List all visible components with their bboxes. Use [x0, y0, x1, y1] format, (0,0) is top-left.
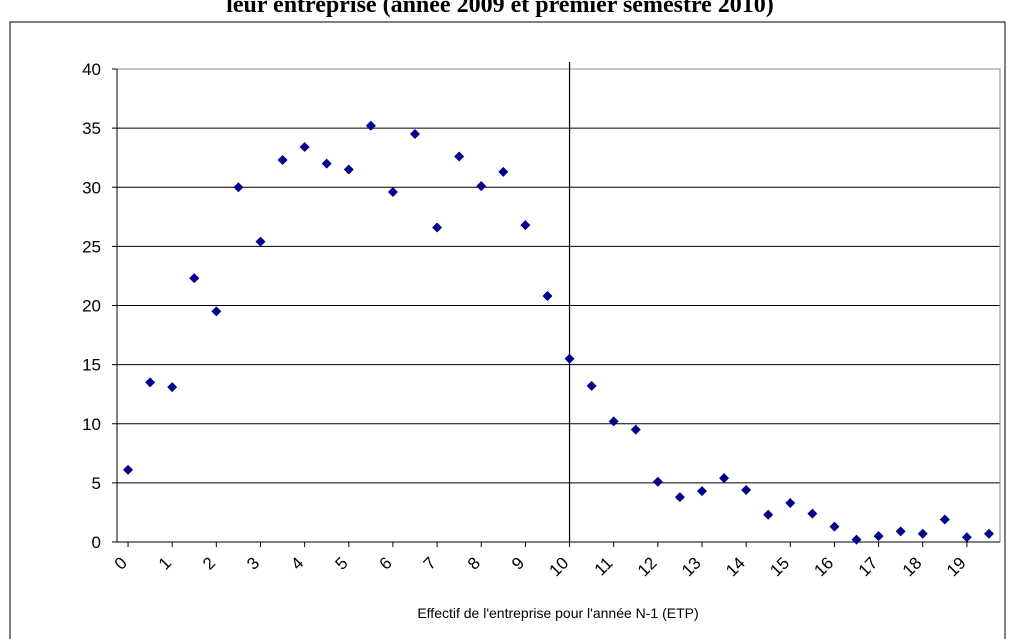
point — [586, 380, 597, 391]
point — [299, 142, 310, 153]
point — [167, 382, 178, 393]
chart-title: leur entreprise (année 2009 et premier s… — [226, 0, 774, 18]
point — [211, 306, 222, 317]
point — [807, 508, 818, 519]
point — [520, 220, 531, 231]
chart-frame — [9, 21, 1006, 639]
y-tick-label: 15 — [82, 356, 101, 375]
point — [630, 424, 641, 435]
point — [410, 129, 421, 140]
point — [454, 151, 465, 162]
point — [233, 182, 244, 193]
point — [387, 186, 398, 197]
point — [829, 521, 840, 532]
x-axis-label: Effectif de l'entreprise pour l'année N-… — [417, 605, 698, 621]
point — [763, 509, 774, 520]
point — [542, 291, 553, 302]
y-tick-label: 40 — [82, 60, 101, 79]
y-tick-label: 5 — [92, 474, 101, 493]
point — [652, 476, 663, 487]
point — [873, 531, 884, 542]
point — [983, 528, 994, 539]
point — [498, 166, 509, 177]
point — [719, 473, 730, 484]
point — [321, 158, 332, 169]
point — [785, 497, 796, 508]
y-tick-label: 10 — [82, 415, 101, 434]
y-tick-label: 20 — [82, 297, 101, 316]
point — [939, 514, 950, 525]
y-tick-label: 0 — [92, 533, 101, 552]
y-tick-label: 25 — [82, 237, 101, 256]
point — [476, 181, 487, 192]
point — [277, 155, 288, 166]
point — [564, 353, 575, 364]
point — [741, 484, 752, 495]
y-tick-label: 35 — [82, 119, 101, 138]
point — [432, 222, 443, 233]
point — [696, 486, 707, 497]
point — [343, 164, 354, 175]
point — [145, 377, 156, 388]
point — [123, 464, 134, 475]
point — [674, 492, 685, 503]
point — [851, 534, 862, 545]
point — [917, 528, 928, 539]
point — [365, 120, 376, 131]
point — [189, 273, 200, 284]
point — [895, 526, 906, 537]
point — [608, 416, 619, 427]
point — [961, 532, 972, 543]
point — [255, 236, 266, 247]
y-tick-label: 30 — [82, 178, 101, 197]
